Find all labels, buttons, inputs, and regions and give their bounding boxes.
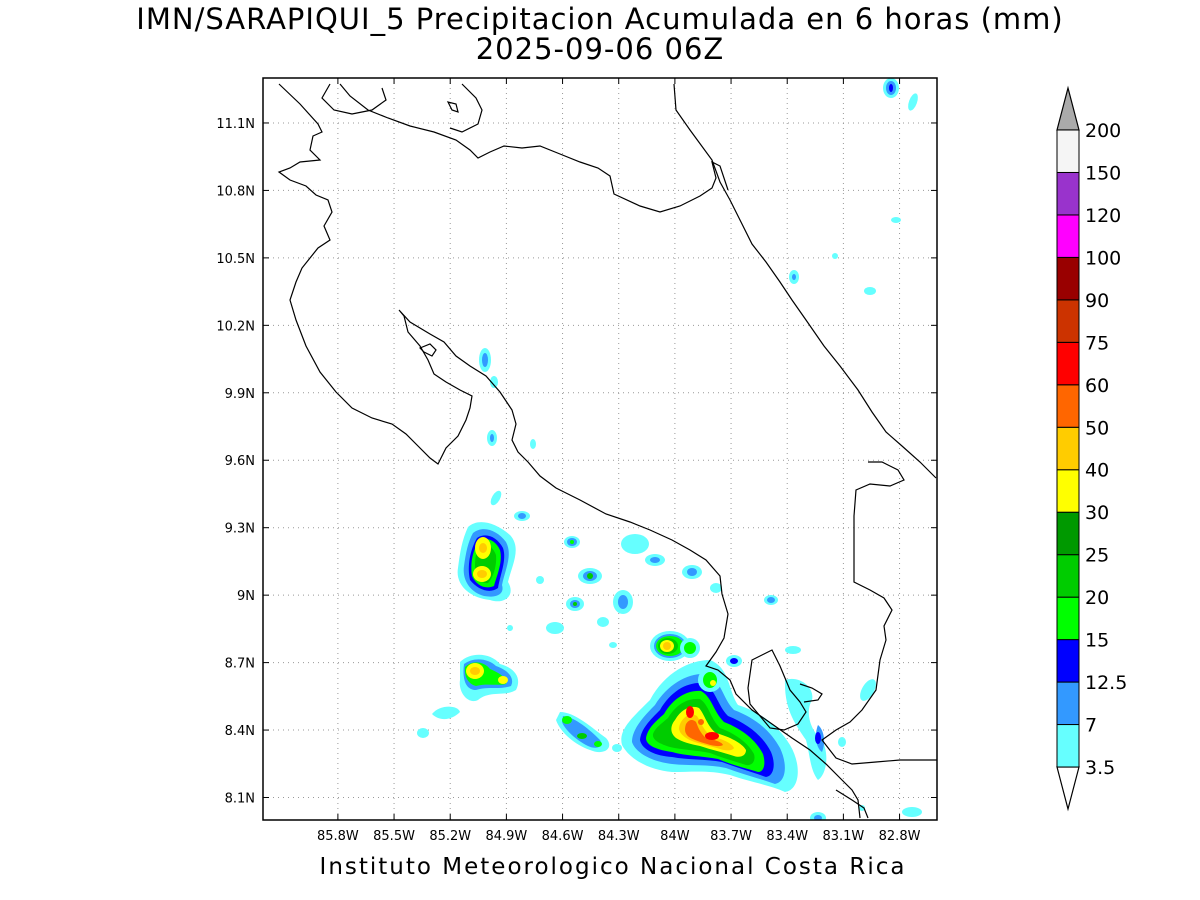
lat-tick-label: 8.7N <box>225 657 255 672</box>
lat-tick-label: 10.2N <box>216 319 255 334</box>
colorbar-bin <box>1056 469 1080 513</box>
colorbar-min-arrow <box>1056 766 1080 812</box>
lat-tick-label: 10.5N <box>216 252 255 267</box>
colorbar: 3.5 7 12.5 15 20 25 30 40 50 60 75 90 100 120 150 200 <box>1056 85 1127 812</box>
colorbar-label: 25 <box>1085 545 1109 567</box>
colorbar-bin <box>1056 299 1080 343</box>
lon-tick-label: 82.8W <box>879 829 921 844</box>
colorbar-label: 120 <box>1085 205 1121 227</box>
lon-tick-label: 84.3W <box>598 829 640 844</box>
lat-tick-label: 9.3N <box>225 522 255 537</box>
colorbar-bin <box>1056 256 1080 301</box>
lat-tick-label: 8.1N <box>225 792 255 807</box>
map-grid <box>263 78 937 820</box>
colorbar-bin <box>1056 724 1080 768</box>
map-datetime: 2025-09-06 06Z <box>475 32 725 66</box>
lat-tick-label: 10.8N <box>216 184 255 199</box>
precip-fields <box>417 78 922 820</box>
colorbar-label: 30 <box>1085 502 1109 524</box>
lat-tick-label: 11.1N <box>216 117 255 132</box>
lon-tick-label: 84W <box>660 829 690 844</box>
colorbar-label: 75 <box>1085 332 1109 354</box>
colorbar-label: 15 <box>1085 630 1109 652</box>
colorbar-bin <box>1056 341 1080 386</box>
cell-osa-north <box>556 565 922 820</box>
colorbar-max-arrow <box>1056 85 1080 131</box>
colorbar-bin <box>1056 511 1080 556</box>
colorbar-label: 20 <box>1085 587 1109 609</box>
colorbar-bin <box>1056 596 1080 641</box>
longitude-axis: 85.8W 85.5W 85.2W 84.9W 84.6W 84.3W 84W 83.7W 83… <box>317 78 921 844</box>
latitude-axis: 8.1N 8.4N 8.7N 9N 9.3N 9.6N 9.9N 10.2N 10.5N 10.8… <box>216 117 937 807</box>
colorbar-bin <box>1056 681 1080 726</box>
cell-pacific-west <box>417 654 519 738</box>
colorbar-bin <box>1056 129 1080 173</box>
colorbar-bin <box>1056 384 1080 428</box>
lon-tick-label: 83.7W <box>710 829 752 844</box>
colorbar-label: 200 <box>1085 120 1121 142</box>
colorbar-label: 7 <box>1085 715 1097 737</box>
colorbar-label: 12.5 <box>1085 672 1127 694</box>
caribbean-cells <box>789 78 918 295</box>
colorbar-label: 60 <box>1085 375 1109 397</box>
colorbar-bin <box>1056 554 1080 598</box>
colorbar-bin <box>1056 426 1080 471</box>
lon-tick-label: 85.8W <box>317 829 359 844</box>
map-title: IMN/SARAPIQUI_5 Precipitacion Acumulada … <box>136 2 1064 36</box>
colorbar-bin <box>1056 171 1080 216</box>
colorbar-label: 40 <box>1085 460 1109 482</box>
lon-tick-label: 85.5W <box>373 829 415 844</box>
map-frame <box>262 77 938 821</box>
colorbar-label: 3.5 <box>1085 757 1115 779</box>
colorbar-label: 90 <box>1085 290 1109 312</box>
colorbar-label: 150 <box>1085 162 1121 184</box>
lat-tick-label: 9.6N <box>225 454 255 469</box>
lat-tick-label: 9.9N <box>225 387 255 402</box>
lon-tick-label: 83.4W <box>766 829 808 844</box>
colorbar-label: 50 <box>1085 417 1109 439</box>
cell-central-pacific <box>479 348 665 648</box>
lat-tick-label: 9N <box>237 589 255 604</box>
lon-tick-label: 84.9W <box>485 829 527 844</box>
colorbar-label: 100 <box>1085 247 1121 269</box>
lon-tick-label: 84.6W <box>542 829 584 844</box>
colorbar-bin <box>1056 639 1080 683</box>
coastline <box>277 83 937 819</box>
lat-tick-label: 8.4N <box>225 724 255 739</box>
cell-nicoya-south <box>457 490 516 602</box>
credit-line: Instituto Meteorologico Nacional Costa R… <box>319 854 907 880</box>
lon-tick-label: 83.1W <box>822 829 864 844</box>
lon-tick-label: 85.2W <box>429 829 471 844</box>
colorbar-bin <box>1056 214 1080 258</box>
